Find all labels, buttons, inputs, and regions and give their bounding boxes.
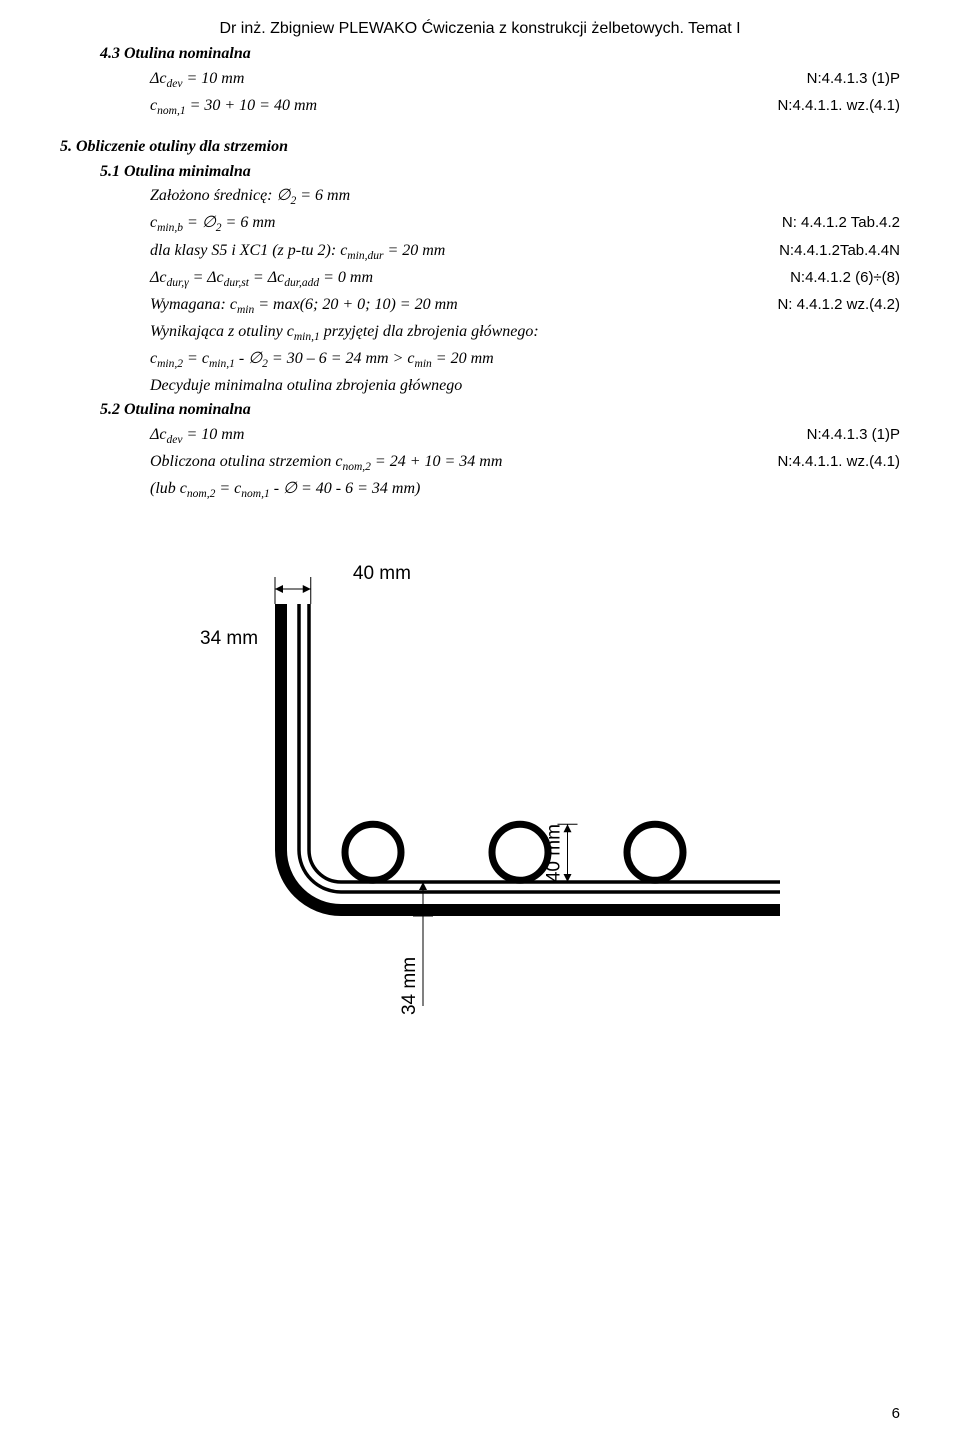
section-5-2-title: 5.2 Otulina nominalna — [100, 398, 900, 423]
section-5-title: 5. Obliczenie otuliny dla strzemion — [60, 135, 900, 160]
calc-line: cmin,2 = cmin,1 - ∅2 = 30 – 6 = 24 mm > … — [150, 347, 900, 374]
svg-text:40 mm: 40 mm — [353, 563, 411, 584]
calc-line: dla klasy S5 i XC1 (z p-tu 2): cmin,dur … — [150, 239, 759, 266]
calc-line: cmin,b = ∅2 = 6 mm — [150, 211, 762, 238]
svg-text:34 mm: 34 mm — [399, 957, 420, 1015]
calc-line: Δcdev = 10 mm — [150, 423, 787, 450]
reference: N:4.4.1.2Tab.4.4N — [759, 239, 900, 262]
rebar-diagram: 40 mm 34 mm 40 mm 34 mm — [60, 534, 900, 1099]
reference: N:4.4.1.3 (1)P — [787, 423, 900, 446]
calc-line: (lub cnom,2 = cnom,1 - ∅ = 40 - 6 = 34 m… — [150, 477, 900, 504]
svg-text:40 mm: 40 mm — [544, 824, 565, 882]
reference: N: 4.4.1.2 wz.(4.2) — [757, 293, 900, 316]
calc-line: Obliczona otulina strzemion cnom,2 = 24 … — [150, 450, 757, 477]
page-number: 6 — [892, 1405, 900, 1422]
reference: N:4.4.1.1. wz.(4.1) — [757, 450, 900, 473]
calc-line: Wynikająca z otuliny cmin,1 przyjętej dl… — [150, 320, 900, 347]
calc-line: Wymagana: cmin = max(6; 20 + 0; 10) = 20… — [150, 293, 757, 320]
calc-line: Założono średnicę: ∅2 = 6 mm — [150, 184, 900, 211]
svg-text:34 mm: 34 mm — [200, 628, 258, 649]
page-header: Dr inż. Zbigniew PLEWAKO Ćwiczenia z kon… — [60, 20, 900, 38]
section-4-3-title: 4.3 Otulina nominalna — [100, 42, 900, 67]
reference: N:4.4.1.2 (6)÷(8) — [770, 266, 900, 289]
reference: N:4.4.1.3 (1)P — [787, 67, 900, 90]
content: 4.3 Otulina nominalna Δcdev = 10 mm N:4.… — [60, 42, 900, 1099]
calc-line: Δcdur,γ = Δcdur,st = Δcdur,add = 0 mm — [150, 266, 770, 293]
calc-line: Decyduje minimalna otulina zbrojenia głó… — [150, 374, 900, 399]
reference: N:4.4.1.1. wz.(4.1) — [757, 94, 900, 117]
calc-line: Δcdev = 10 mm — [150, 67, 787, 94]
reference: N: 4.4.1.2 Tab.4.2 — [762, 211, 900, 234]
calc-line: cnom,1 = 30 + 10 = 40 mm — [150, 94, 757, 121]
section-5-1-title: 5.1 Otulina minimalna — [100, 160, 900, 185]
